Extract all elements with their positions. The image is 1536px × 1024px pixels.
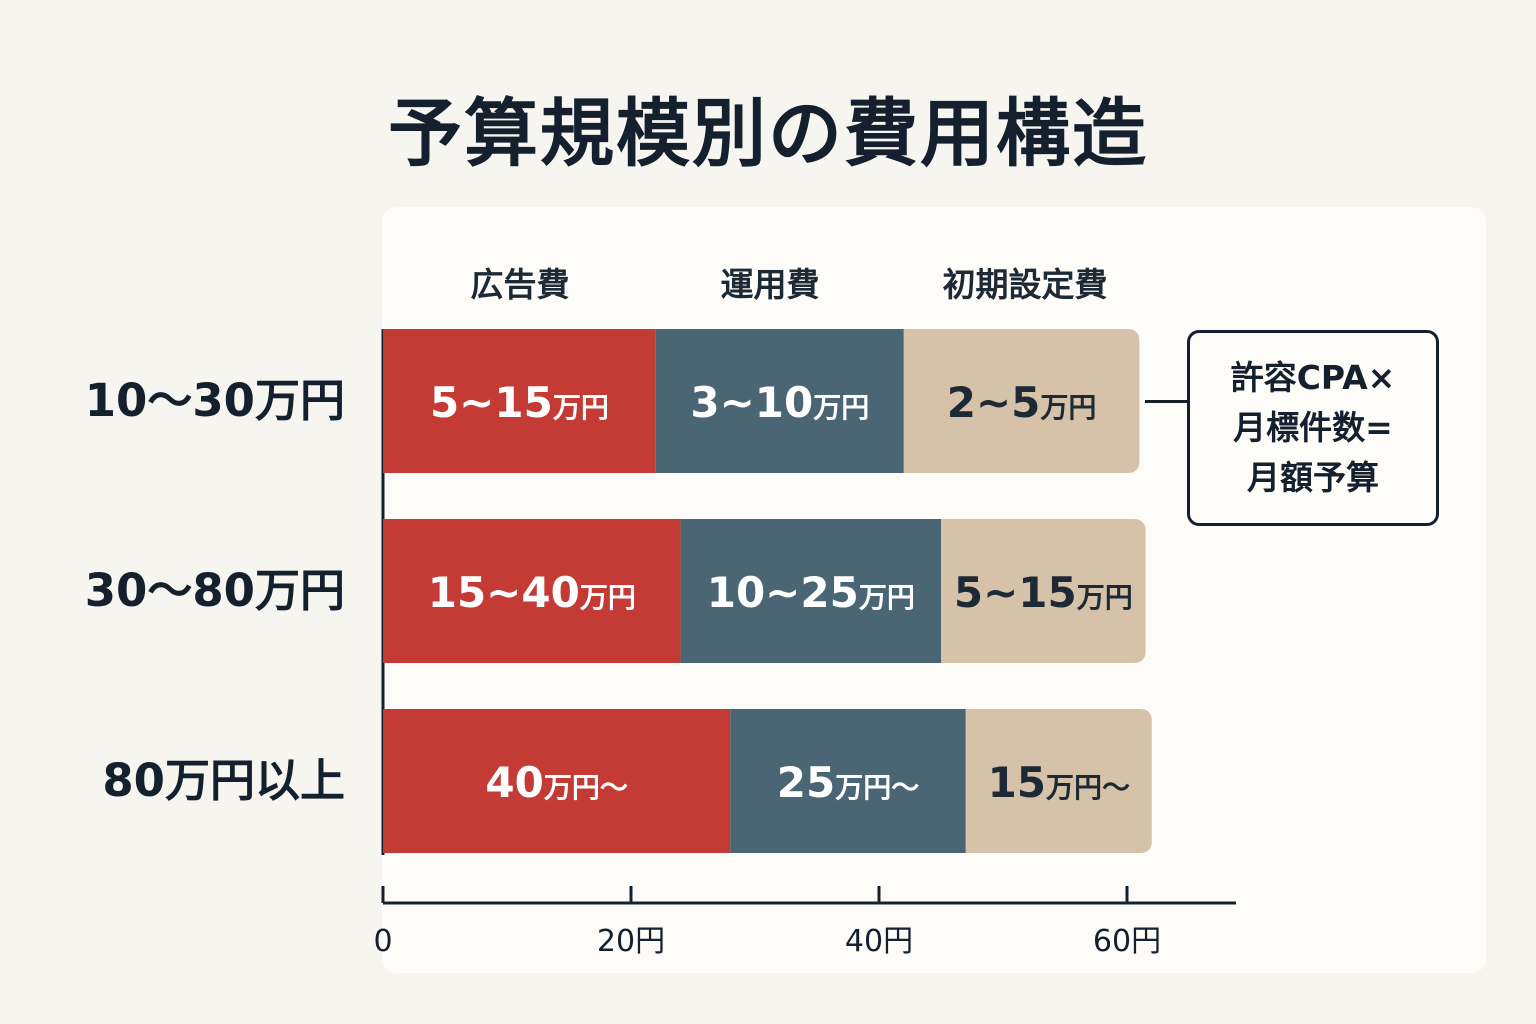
budget-formula-note: 許容CPA× 月標件数= 月額予算 <box>1187 330 1439 526</box>
legend-operation-cost: 運用費 <box>720 265 820 304</box>
note-line-3: 月額予算 <box>1247 458 1379 497</box>
bar-data-label: 15万円〜 <box>988 758 1130 807</box>
bar-segment <box>655 329 904 473</box>
x-tick-label: 60円 <box>1093 924 1161 959</box>
bar-segment <box>941 519 1146 663</box>
bar-segment <box>903 329 1140 473</box>
bar-data-label: 25万円〜 <box>777 758 919 807</box>
row-label-10-30: 10〜30万円 <box>84 374 345 427</box>
legend-setup-cost: 初期設定費 <box>942 265 1108 304</box>
x-tick-label: 20円 <box>597 924 665 959</box>
bar-segment <box>965 709 1152 853</box>
bar-segment <box>383 709 731 853</box>
bar-segment <box>383 329 656 473</box>
bar-data-label: 10~25万円 <box>707 568 915 617</box>
bar-segment <box>383 519 681 663</box>
note-line-2: 月標件数= <box>1233 408 1393 447</box>
note-connector-line <box>1145 400 1188 403</box>
x-tick-label: 0 <box>373 924 392 959</box>
row-label-80-plus: 80万円以上 <box>102 754 345 807</box>
legend-ad-cost: 広告費 <box>470 265 570 304</box>
bar-data-label: 2~5万円 <box>947 378 1097 427</box>
bar-data-label: 5~15万円 <box>954 568 1133 617</box>
bar-data-label: 40万円〜 <box>485 758 627 807</box>
bar-data-label: 15~40万円 <box>428 568 636 617</box>
bar-data-label: 3~10万円 <box>690 378 869 427</box>
x-tick-label: 40円 <box>845 924 913 959</box>
bar-segment <box>730 709 966 853</box>
bar-data-label: 5~15万円 <box>430 378 609 427</box>
row-label-30-80: 30〜80万円 <box>84 564 345 617</box>
bar-segment <box>680 519 941 663</box>
chart-title: 予算規模別の費用構造 <box>388 91 1148 177</box>
note-line-1: 許容CPA× <box>1230 358 1396 397</box>
